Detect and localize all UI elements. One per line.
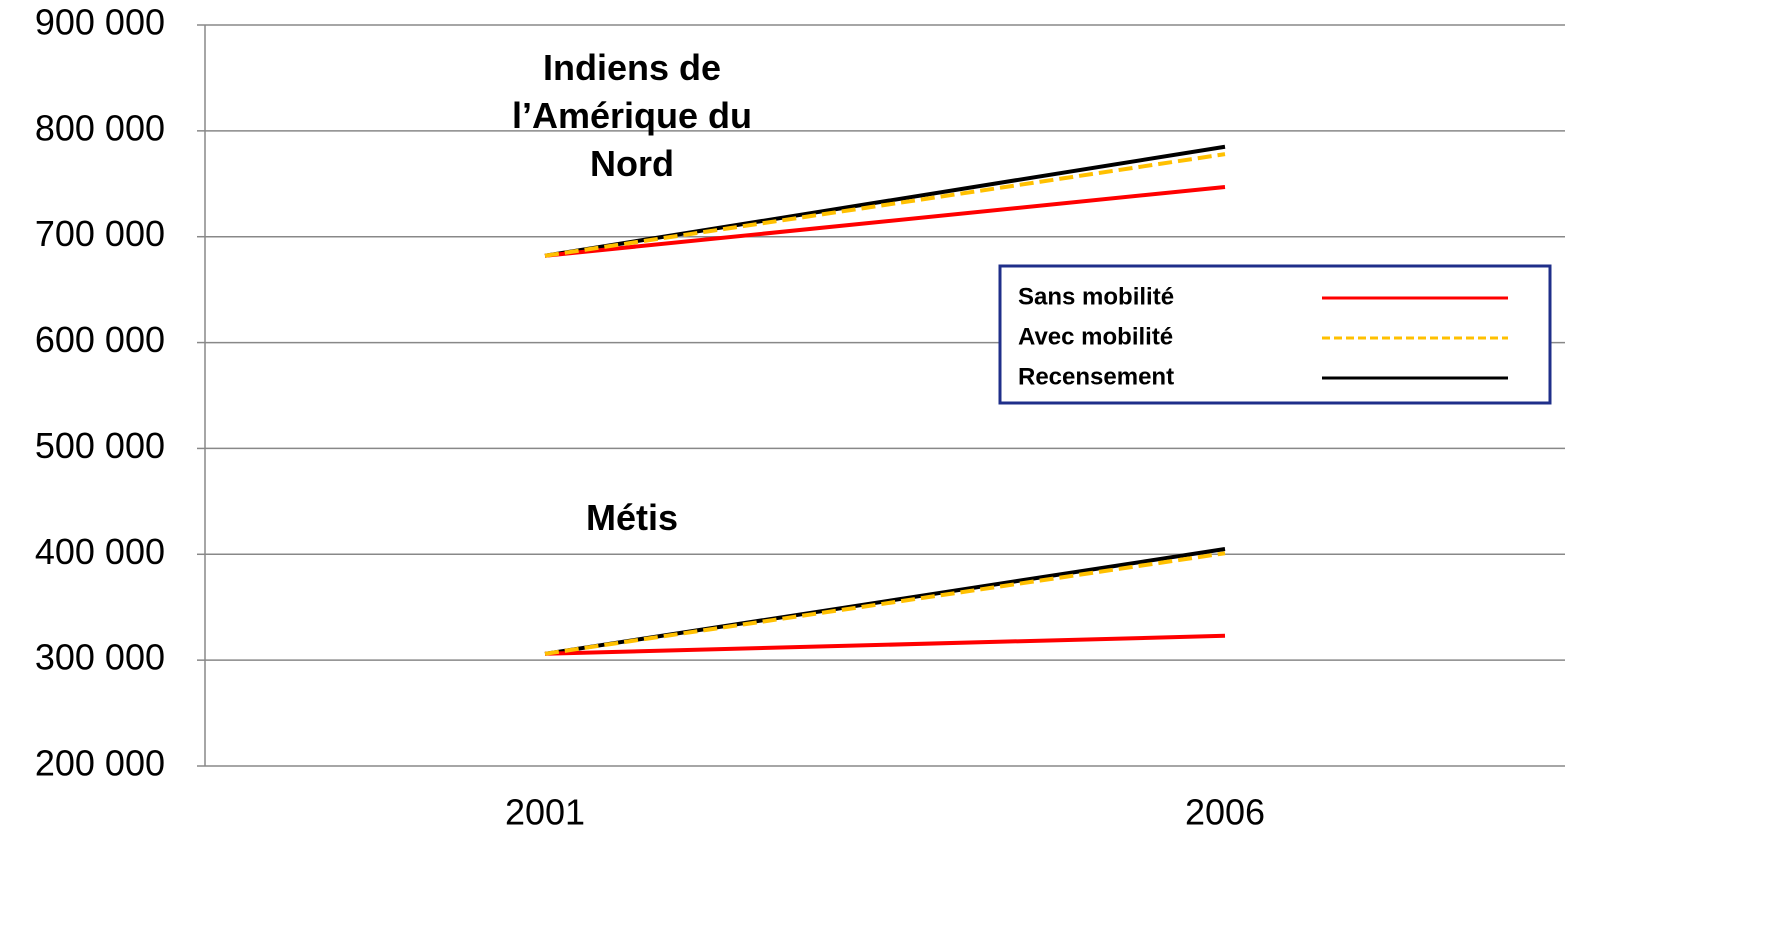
series-line — [544, 551, 1226, 656]
y-tick-label: 700 000 — [35, 213, 165, 254]
y-tick-label: 800 000 — [35, 107, 165, 148]
x-tick-label: 2006 — [1185, 792, 1265, 833]
legend-label: Sans mobilité — [1018, 283, 1174, 310]
group-label: Métis — [585, 497, 679, 538]
series-line — [544, 633, 1226, 656]
legend-box — [998, 264, 1552, 405]
series-line — [544, 184, 1226, 258]
legend-label: Avec mobilité — [1018, 323, 1173, 350]
y-tick-label: 600 000 — [35, 319, 165, 360]
series-line — [544, 144, 1226, 258]
y-tick-label: 300 000 — [35, 637, 165, 678]
series-line — [544, 152, 1226, 258]
y-tick-label: 200 000 — [35, 743, 165, 784]
y-tick-label: 500 000 — [35, 425, 165, 466]
legend-label: Recensement — [1018, 363, 1174, 390]
y-tick-label: 400 000 — [35, 531, 165, 572]
series-line — [544, 547, 1226, 656]
y-tick-label: 900 000 — [35, 2, 165, 43]
group-label: Indiens de l’Amérique du Nord — [511, 47, 753, 184]
x-tick-label: 2001 — [505, 792, 585, 833]
